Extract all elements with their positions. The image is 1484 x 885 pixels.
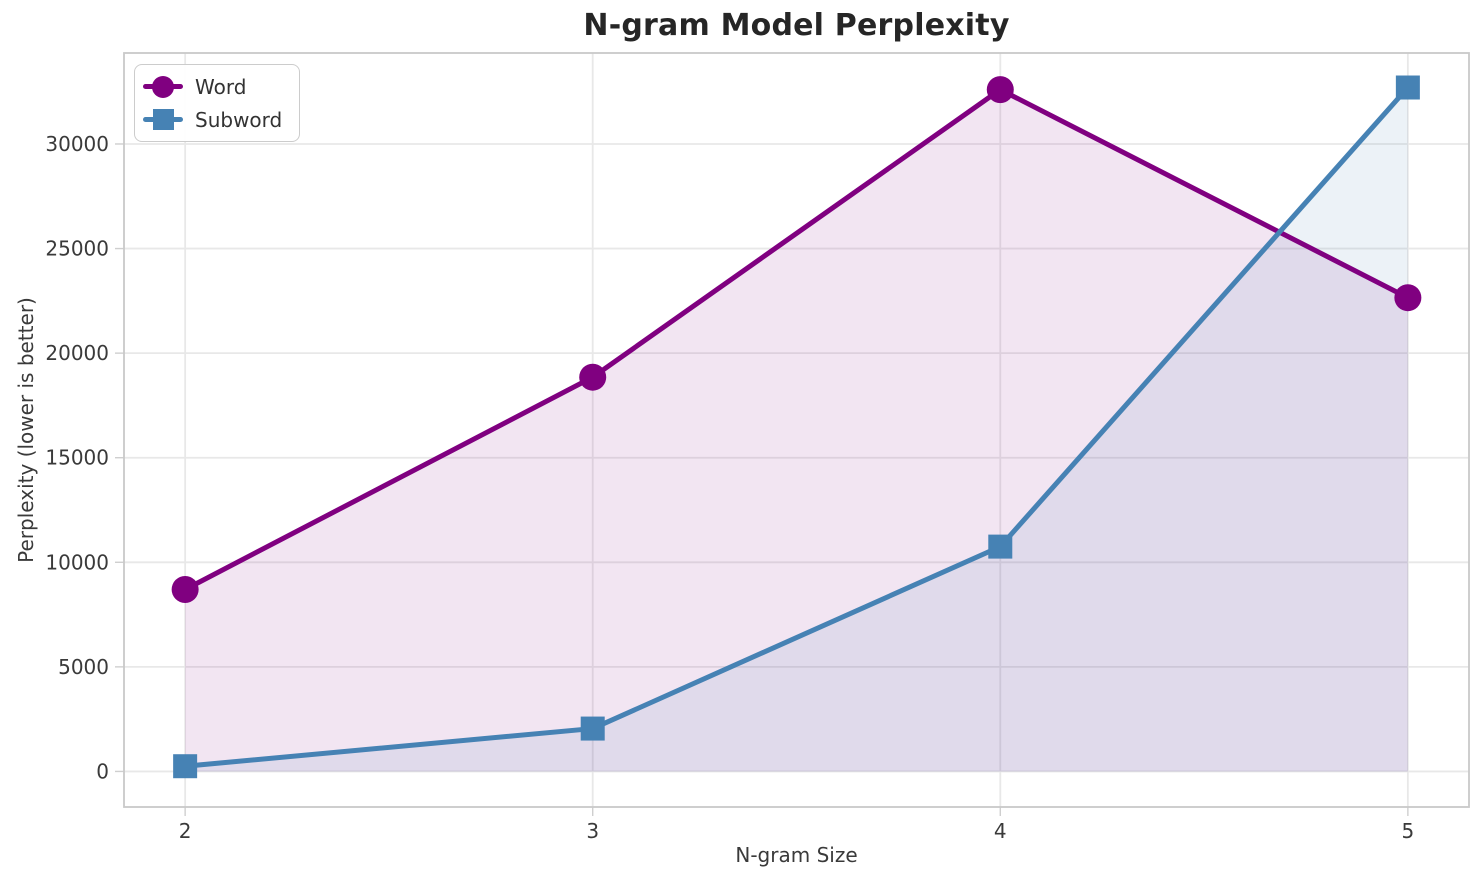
word-area-fill: [185, 89, 1408, 772]
subword-data-point: [988, 534, 1013, 559]
x-tick-label: 2: [179, 819, 192, 843]
y-tick-label: 25000: [45, 237, 109, 261]
legend-item-subword: Subword: [143, 104, 287, 135]
y-tick-label: 5000: [58, 655, 109, 679]
subword-line: [182, 85, 1411, 769]
y-axis-label-text: Perplexity (lower is better): [14, 297, 38, 563]
subword-data-point: [1395, 75, 1420, 100]
subword-data-point: [580, 716, 605, 741]
subword-data-point: [173, 754, 198, 779]
word-legend-circle-icon: [152, 75, 174, 98]
subword-area-fill: [185, 87, 1408, 772]
legend-label-subword: Subword: [195, 107, 283, 132]
legend-item-word: Word: [143, 71, 287, 102]
x-tick-label: 4: [994, 819, 1007, 843]
legend: Word Subword: [134, 64, 300, 142]
subword-legend-square-icon: [152, 109, 174, 130]
y-tick-label: 20000: [45, 341, 109, 365]
y-tick-label: 0: [96, 759, 109, 783]
y-tick-label: 30000: [45, 132, 109, 156]
y-tick-label: 15000: [45, 446, 109, 470]
x-axis-label: N-gram Size: [735, 843, 858, 867]
word-data-point: [986, 76, 1014, 104]
word-data-point: [171, 575, 199, 603]
axes-spine: [123, 52, 1470, 808]
y-tick-label: 10000: [45, 550, 109, 574]
word-data-point: [579, 363, 607, 391]
legend-label-word: Word: [195, 74, 247, 99]
word-data-point: [1394, 284, 1422, 312]
x-tick-label: 3: [586, 819, 599, 843]
x-tick-label: 5: [1401, 819, 1414, 843]
word-series-marker-icon: [143, 75, 183, 99]
subword-series-marker-icon: [143, 108, 183, 132]
chart-title: N-gram Model Perplexity: [583, 8, 1010, 43]
word-line: [182, 87, 1411, 592]
